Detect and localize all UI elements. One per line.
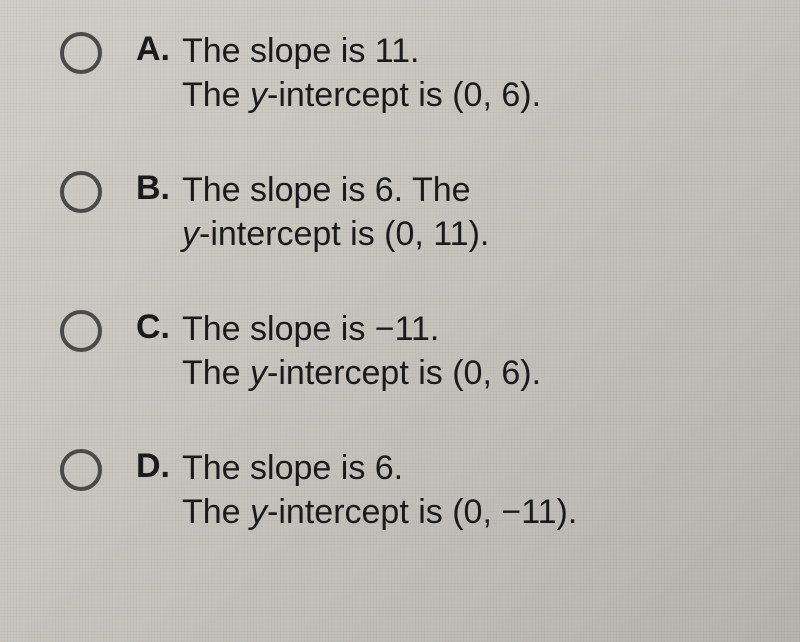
- radio-icon[interactable]: [60, 171, 102, 213]
- line1: The slope is 11.: [182, 32, 420, 70]
- option-text: The slope is −11. The y-intercept is (0,…: [182, 308, 541, 395]
- line2-post: -intercept is (0, −11).: [267, 493, 577, 531]
- option-content: A. The slope is 11. The y-intercept is (…: [136, 30, 541, 117]
- line2-post: -intercept is (0, 11).: [199, 215, 489, 253]
- option-text: The slope is 6. The y-intercept is (0, 1…: [182, 169, 489, 256]
- option-b[interactable]: B. The slope is 6. The y-intercept is (0…: [60, 169, 780, 256]
- option-content: B. The slope is 6. The y-intercept is (0…: [136, 169, 489, 256]
- line2-post: -intercept is (0, 6).: [267, 76, 541, 114]
- option-letter: A.: [136, 30, 182, 69]
- line1: The slope is 6. The: [182, 171, 471, 209]
- option-d[interactable]: D. The slope is 6. The y-intercept is (0…: [60, 447, 780, 534]
- option-content: D. The slope is 6. The y-intercept is (0…: [136, 447, 577, 534]
- options-list: A. The slope is 11. The y-intercept is (…: [0, 0, 800, 554]
- option-letter: D.: [136, 447, 182, 486]
- option-text: The slope is 6. The y-intercept is (0, −…: [182, 447, 577, 534]
- line2-pre: The: [182, 76, 250, 114]
- line1: The slope is −11.: [182, 310, 439, 348]
- line2-post: -intercept is (0, 6).: [267, 354, 541, 392]
- option-c[interactable]: C. The slope is −11. The y-intercept is …: [60, 308, 780, 395]
- italic-y: y: [250, 493, 267, 531]
- option-text: The slope is 11. The y-intercept is (0, …: [182, 30, 541, 117]
- line1: The slope is 6.: [182, 449, 403, 487]
- option-a[interactable]: A. The slope is 11. The y-intercept is (…: [60, 30, 780, 117]
- italic-y: y: [250, 354, 267, 392]
- line2-pre: The: [182, 493, 250, 531]
- radio-icon[interactable]: [60, 32, 102, 74]
- line2-pre: The: [182, 354, 250, 392]
- italic-y: y: [250, 76, 267, 114]
- option-letter: C.: [136, 308, 182, 347]
- italic-y: y: [182, 215, 199, 253]
- option-letter: B.: [136, 169, 182, 208]
- radio-icon[interactable]: [60, 310, 102, 352]
- radio-icon[interactable]: [60, 449, 102, 491]
- option-content: C. The slope is −11. The y-intercept is …: [136, 308, 541, 395]
